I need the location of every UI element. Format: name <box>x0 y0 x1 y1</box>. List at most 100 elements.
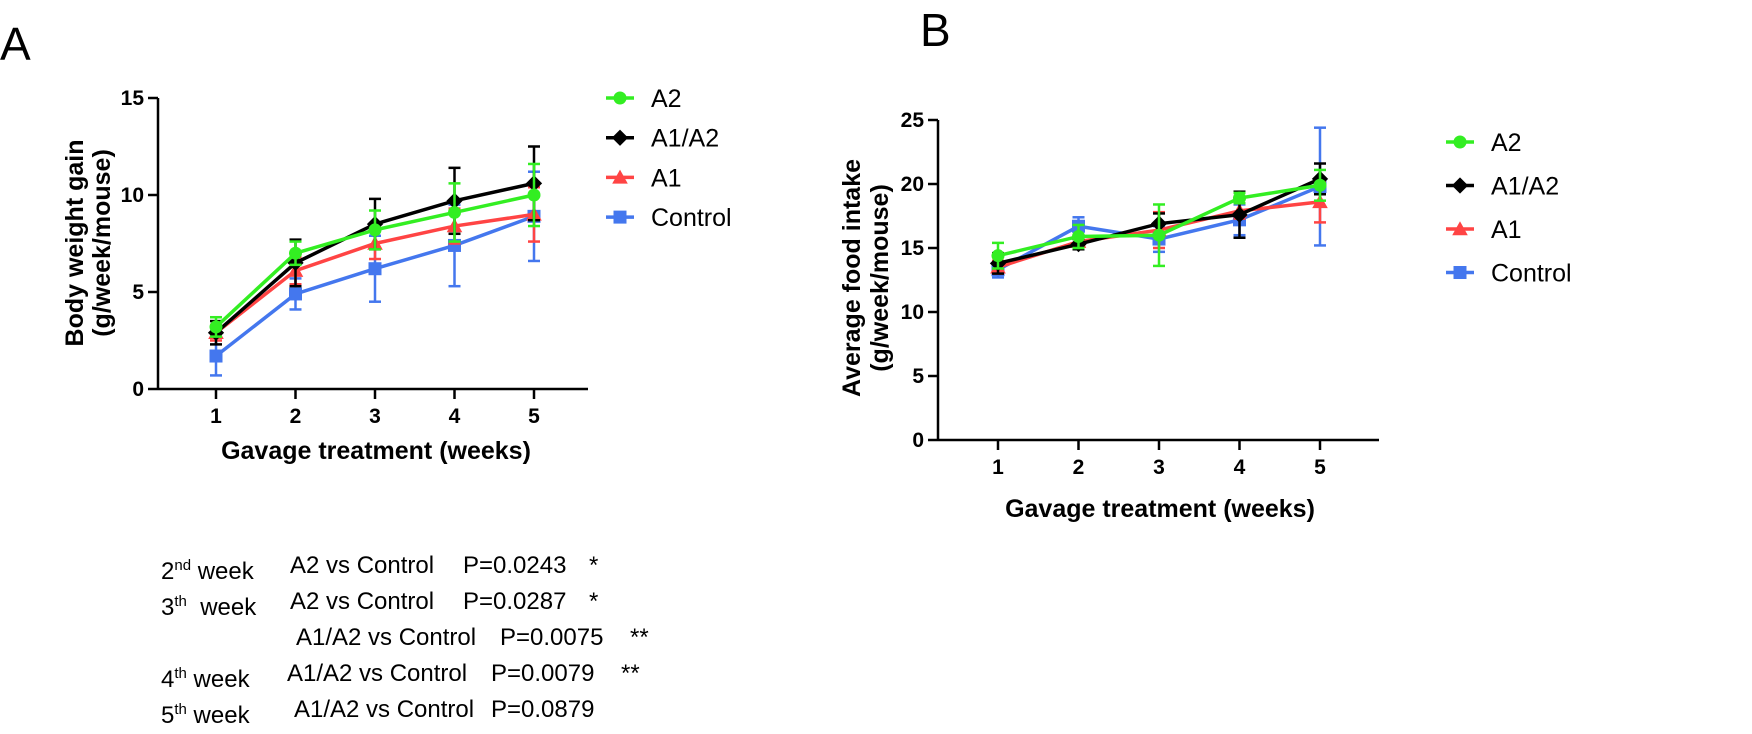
x-tick-label: 3 <box>369 405 381 428</box>
data-point <box>527 188 541 202</box>
x-tick-label: 5 <box>528 405 540 428</box>
legend-marker <box>611 129 629 146</box>
stat-significance: * <box>589 588 599 615</box>
x-tick-label: 2 <box>1073 456 1085 479</box>
statistics-annotations: 2nd week A2 vs Control P=0.0243 * 3th we… <box>161 548 721 729</box>
stat-ordinal: 2 <box>161 558 175 585</box>
data-point <box>448 205 461 219</box>
data-point <box>289 287 302 301</box>
legend-label: A2 <box>1491 129 1522 157</box>
legend-item-a2: A2 <box>1446 129 1522 157</box>
y-tick-label: 10 <box>121 184 144 207</box>
chart-a-y-axis-title: Body weight gain <box>61 140 89 347</box>
x-tick-label: 1 <box>210 405 222 428</box>
data-point <box>1152 228 1166 242</box>
stat-significance: ** <box>630 624 649 651</box>
data-point <box>209 320 223 334</box>
y-tick-label: 5 <box>912 365 924 388</box>
stat-week-label: 5th week <box>161 692 250 734</box>
data-point <box>368 262 382 276</box>
stat-significance: ** <box>621 660 640 687</box>
stat-week-label: 4th week <box>161 656 250 698</box>
legend-label: Control <box>1491 260 1572 288</box>
stat-week-word: week <box>193 666 250 693</box>
stat-ordinal: 3 <box>161 594 175 621</box>
chart-b-series-a2 <box>991 168 1327 270</box>
chart-b-y-axis-title: Average food intake <box>838 159 866 397</box>
data-point <box>1072 229 1085 243</box>
legend-marker <box>612 169 628 184</box>
stat-ordinal-suffix: th <box>174 665 187 682</box>
stat-comparison: A2 vs Control <box>290 552 435 579</box>
stat-p-value: P=0.0287 <box>463 588 567 615</box>
data-point <box>209 349 223 363</box>
legend-label: A1/A2 <box>651 125 719 153</box>
legend-label: A1 <box>1491 216 1522 244</box>
y-tick-label: 5 <box>132 281 144 304</box>
stat-week-label: 3th week <box>161 584 256 626</box>
chart-a-y-axis-subtitle: (g/week/mouse) <box>88 149 116 337</box>
data-point <box>368 223 382 237</box>
x-tick-label: 5 <box>1314 456 1326 479</box>
chart-b-x-axis-title: Gavage treatment (weeks) <box>1005 495 1315 523</box>
stat-comparison: A1/A2 vs Control <box>294 696 475 723</box>
x-tick-label: 1 <box>992 456 1004 479</box>
stat-week-word: week <box>200 594 257 621</box>
x-tick-label: 2 <box>290 405 302 428</box>
legend-item-a1: A1 <box>1446 216 1522 244</box>
y-tick-label: 0 <box>912 429 924 452</box>
x-tick-label: 3 <box>1153 456 1165 479</box>
data-point <box>1231 206 1248 223</box>
legend-marker <box>1453 135 1467 149</box>
stat-ordinal-suffix: th <box>174 593 187 610</box>
stat-p-value: P=0.0075 <box>500 624 604 651</box>
legend-item-a1-a2: A1/A2 <box>606 125 719 153</box>
stat-p-value: P=0.0879 <box>491 696 595 723</box>
stat-week-word: week <box>193 702 250 729</box>
stat-ordinal: 5 <box>161 702 175 729</box>
panel-label-a: A <box>0 18 31 70</box>
y-tick-label: 15 <box>121 87 145 110</box>
data-point <box>1313 178 1327 192</box>
y-tick-label: 25 <box>901 109 925 132</box>
legend-marker <box>613 91 627 105</box>
stat-ordinal: 4 <box>161 666 175 693</box>
x-tick-label: 4 <box>449 405 461 428</box>
y-tick-label: 15 <box>901 237 925 260</box>
stat-p-value: P=0.0079 <box>491 660 595 687</box>
legend-item-a2: A2 <box>606 85 682 113</box>
legend-item-a1: A1 <box>606 164 682 192</box>
y-tick-label: 10 <box>901 301 924 324</box>
legend-marker <box>1452 221 1468 236</box>
legend-label: A1 <box>651 164 682 192</box>
stat-ordinal-suffix: nd <box>174 557 192 574</box>
legend-label: A1/A2 <box>1491 173 1559 201</box>
y-tick-label: 0 <box>132 378 144 401</box>
data-point <box>1233 191 1246 205</box>
legend-item-control: Control <box>606 204 732 232</box>
stat-p-value: P=0.0243 <box>463 552 567 579</box>
legend-label: A2 <box>651 85 682 113</box>
stat-comparison: A2 vs Control <box>290 588 435 615</box>
stat-comparison: A1/A2 vs Control <box>287 660 468 687</box>
stat-week-label: 2nd week <box>161 548 254 590</box>
y-tick-label: 20 <box>901 173 924 196</box>
stat-significance: * <box>589 552 599 579</box>
chart-b-food-intake: 0 5 10 15 20 25 1 2 3 4 5 Gavage treatment (weeks) A… <box>838 109 1572 523</box>
legend-marker <box>1451 177 1469 194</box>
stat-comparison: A1/A2 vs Control <box>296 624 477 651</box>
stat-week-word: week <box>197 558 254 585</box>
legend-label: Control <box>651 204 732 232</box>
legend-item-a1-a2: A1/A2 <box>1446 173 1559 201</box>
panel-label-b: B <box>920 4 951 56</box>
data-point <box>991 249 1005 263</box>
chart-a-series-a2 <box>209 162 541 338</box>
chart-b-y-axis-subtitle: (g/week/mouse) <box>866 184 894 372</box>
stat-ordinal-suffix: th <box>174 701 187 718</box>
data-point <box>289 246 302 260</box>
chart-a-body-weight-gain: 0 5 10 15 1 2 3 4 5 Gavage treatment (weeks) Body … <box>61 85 732 465</box>
legend-marker <box>613 210 627 224</box>
chart-a-x-axis-title: Gavage treatment (weeks) <box>221 437 531 465</box>
